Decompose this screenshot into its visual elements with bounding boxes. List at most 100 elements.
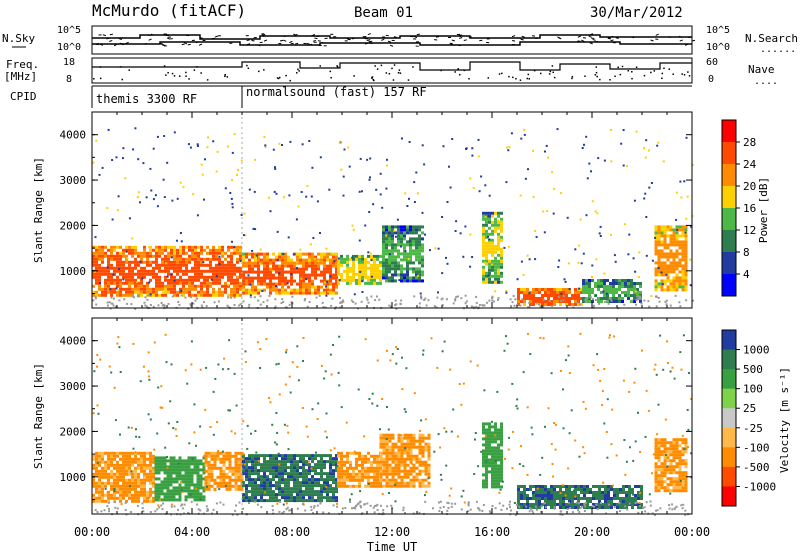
heatmap-cell xyxy=(343,484,346,488)
heatmap-cell xyxy=(210,451,214,455)
heatmap-cell xyxy=(654,273,658,277)
heatmap-cell xyxy=(382,258,385,262)
heatmap-cell xyxy=(627,291,630,294)
heatmap-cell xyxy=(376,472,379,476)
freq-series xyxy=(92,61,692,71)
heatmap-cell xyxy=(207,460,211,464)
heatmap-cell xyxy=(494,428,497,432)
heatmap-cell xyxy=(242,261,245,265)
heatmap-cell xyxy=(669,447,673,451)
heatmap-speck xyxy=(136,281,139,283)
heatmap-cell xyxy=(203,290,206,294)
heatmap-cell xyxy=(187,483,191,487)
nave-dot xyxy=(193,69,196,71)
nsky-jitter-stroke xyxy=(365,37,369,40)
heatmap-cell xyxy=(155,251,158,255)
heatmap-speck xyxy=(182,186,185,189)
nave-dot xyxy=(553,76,556,79)
heatmap-speck xyxy=(628,233,631,236)
heatmap-cell xyxy=(418,451,422,455)
heatmap-cell xyxy=(418,240,421,244)
heatmap-cell xyxy=(556,503,559,506)
heatmap-speck xyxy=(111,218,114,221)
heatmap-cell xyxy=(221,275,224,279)
nave-dot xyxy=(584,75,586,77)
heatmap-cell xyxy=(497,443,500,447)
right-tick-nave-1: 60 xyxy=(706,57,718,68)
heatmap-cell xyxy=(266,276,269,280)
heatmap-cell xyxy=(170,275,173,279)
nave-dot xyxy=(609,79,611,81)
heatmap-cell xyxy=(323,466,326,470)
heatmap-cell xyxy=(197,272,200,276)
heatmap-cell xyxy=(352,254,355,258)
heatmap-speck xyxy=(386,158,388,161)
heatmap-speck xyxy=(483,261,486,264)
heatmap-cell xyxy=(278,478,281,482)
heatmap-cell xyxy=(364,281,367,285)
heatmap-cell xyxy=(305,481,308,485)
nsky-jitter-stroke xyxy=(118,38,123,40)
heatmap-cell xyxy=(158,263,161,267)
heatmap-cell xyxy=(122,451,125,455)
heatmap-cell xyxy=(95,481,98,485)
heatmap-cell xyxy=(391,273,394,277)
heatmap-cell xyxy=(397,231,400,235)
heatmap-cell xyxy=(107,281,110,285)
heatmap-cell xyxy=(140,257,143,261)
heatmap-cell xyxy=(678,246,682,250)
heatmap-cell xyxy=(403,267,406,271)
heatmap-cell xyxy=(227,284,230,288)
heatmap-cell xyxy=(406,451,410,455)
heatmap-cell xyxy=(311,466,314,470)
heatmap-cell xyxy=(663,447,667,451)
ground-scatter-speck xyxy=(519,304,522,307)
heatmap-cell xyxy=(187,471,191,475)
heatmap-cell xyxy=(681,471,685,475)
heatmap-cell xyxy=(382,234,385,238)
heatmap-cell xyxy=(98,284,101,288)
heatmap-cell xyxy=(157,498,161,502)
heatmap-cell xyxy=(681,441,685,445)
heatmap-cell xyxy=(287,487,290,491)
heatmap-cell xyxy=(125,493,128,497)
heatmap-cell xyxy=(155,284,158,288)
heatmap-cell xyxy=(394,255,397,259)
heatmap-cell xyxy=(654,486,658,490)
heatmap-speck xyxy=(150,189,153,192)
heatmap-cell xyxy=(364,263,367,267)
heatmap-cell xyxy=(403,258,406,262)
heatmap-cell xyxy=(532,485,535,488)
heatmap-cell xyxy=(346,278,349,282)
nsky-jitter-stroke xyxy=(655,33,659,36)
heatmap-cell xyxy=(355,457,358,461)
heatmap-cell xyxy=(373,481,376,485)
heatmap-cell xyxy=(169,459,173,463)
heatmap-cell xyxy=(562,494,565,497)
heatmap-cell xyxy=(290,496,293,500)
heatmap-speck xyxy=(361,280,364,283)
heatmap-cell xyxy=(275,264,278,268)
heatmap-cell xyxy=(379,442,383,446)
heatmap-cell xyxy=(92,272,95,276)
heatmap-cell xyxy=(391,454,395,458)
heatmap-cell xyxy=(326,490,329,494)
heatmap-cell xyxy=(532,503,535,506)
heatmap-cell xyxy=(209,266,212,270)
heatmap-speck xyxy=(451,138,454,140)
heatmap-cell xyxy=(157,468,161,472)
heatmap-cell xyxy=(209,248,212,252)
heatmap-speck xyxy=(668,235,671,238)
heatmap-cell xyxy=(675,480,679,484)
heatmap-cell xyxy=(167,272,170,276)
heatmap-cell xyxy=(245,282,248,286)
heatmap-cell xyxy=(583,494,586,497)
heatmap-cell xyxy=(485,470,488,474)
heatmap-cell xyxy=(663,438,667,442)
heatmap-cell xyxy=(128,287,131,291)
heatmap-cell xyxy=(678,465,682,469)
heatmap-cell xyxy=(98,293,101,297)
heatmap-cell xyxy=(221,263,224,267)
heatmap-cell xyxy=(194,263,197,267)
heatmap-cell xyxy=(317,493,320,497)
